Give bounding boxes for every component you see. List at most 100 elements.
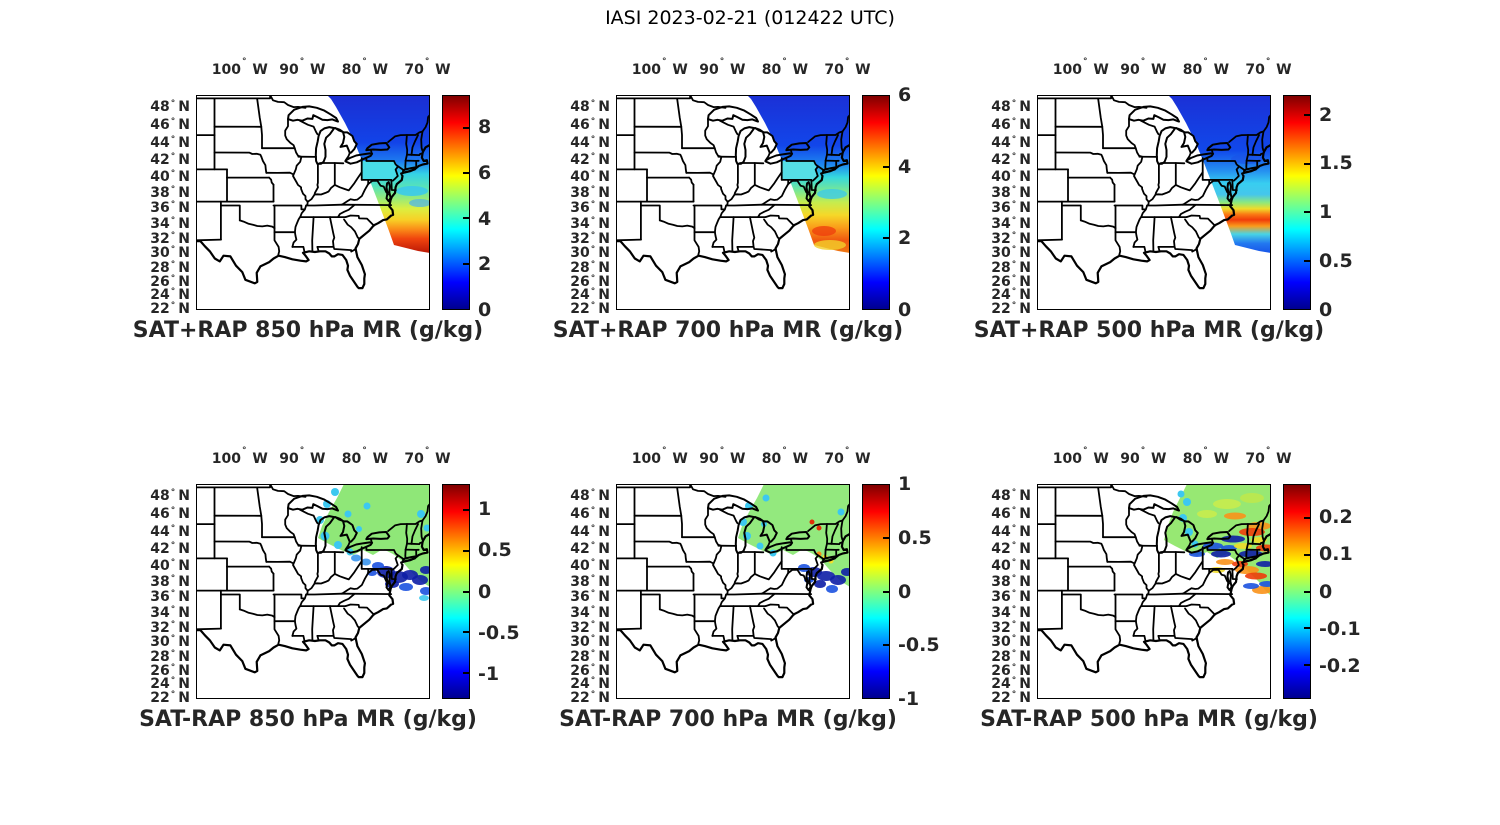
colorbar-tick-label: 8	[478, 116, 492, 139]
map-frame	[1037, 484, 1271, 699]
colorbar-tick	[1304, 663, 1310, 666]
lat-tick-label: 32 ° N	[570, 619, 610, 636]
lon-tick-label: 70° W	[824, 446, 871, 467]
colorbar-tick-label: 0.1	[1319, 543, 1353, 566]
lat-tick-label: 26 ° N	[991, 662, 1031, 679]
colorbar-tick-label: 4	[898, 155, 912, 178]
colorbar-tick	[883, 590, 889, 593]
panel-title: SAT-RAP 500 hPa MR (g/kg)	[980, 707, 1318, 732]
lon-tick-label: 80° W	[761, 446, 809, 467]
lat-tick-label: 26 ° N	[570, 662, 610, 679]
colorbar-tick	[1304, 553, 1310, 556]
map-plot	[616, 484, 850, 699]
lat-tick-label: 26 ° N	[150, 273, 190, 290]
lat-tick-label: 26 ° N	[991, 273, 1031, 290]
lat-tick-label: 38 ° N	[570, 184, 610, 201]
lat-tick-label: 34 ° N	[991, 215, 1031, 232]
colorbar-tick-label: 0	[478, 580, 492, 603]
satellite-swath	[747, 95, 850, 253]
figure-title: IASI 2023-02-21 (012422 UTC)	[605, 7, 895, 29]
lat-tick-label: 36 ° N	[570, 589, 610, 606]
colorbar-tick-label: -0.5	[898, 634, 940, 657]
lat-tick-label: 42 ° N	[570, 540, 610, 557]
lat-tick-label: 46 ° N	[570, 117, 610, 134]
lat-tick-label: 30 ° N	[570, 245, 610, 262]
colorbar-tick	[1304, 517, 1310, 520]
colorbar-tick	[463, 590, 469, 593]
lat-tick-label: 38 ° N	[991, 573, 1031, 590]
lat-tick-label: 22 ° N	[570, 301, 610, 317]
lat-tick-label: 22 ° N	[991, 301, 1031, 317]
lat-tick-label: 30 ° N	[991, 634, 1031, 651]
lat-tick-label: 48 ° N	[150, 487, 190, 504]
map-frame	[1037, 95, 1271, 310]
lat-tick-label: 34 ° N	[570, 215, 610, 232]
colorbar-tick-label: -1	[478, 663, 500, 686]
colorbar-tick	[463, 508, 469, 511]
lat-tick-label: 40 ° N	[570, 168, 610, 185]
lat-tick-label: 42 ° N	[570, 151, 610, 168]
lat-tick-label: 30 ° N	[150, 634, 190, 651]
colorbar-tick	[883, 537, 889, 540]
lat-tick-label: 30 ° N	[150, 245, 190, 262]
colorbar-tick-label: 6	[898, 84, 912, 106]
colorbar-tick-label: 0.5	[898, 526, 932, 549]
lat-tick-label: 28 ° N	[991, 648, 1031, 665]
satellite-swath	[1168, 95, 1271, 253]
lat-tick-label: 40 ° N	[991, 168, 1031, 185]
lat-tick-label: 22 ° N	[570, 690, 610, 706]
lon-tick-label: 100° W	[211, 57, 268, 78]
panel-title: SAT+RAP 700 hPa MR (g/kg)	[552, 318, 904, 343]
lat-tick-label: 48 ° N	[991, 98, 1031, 115]
lat-tick-label: 36 ° N	[991, 589, 1031, 606]
lat-tick-label: 44 ° N	[570, 523, 610, 540]
map-frame	[616, 95, 850, 310]
lat-tick-label: 26 ° N	[150, 662, 190, 679]
colorbar-tick	[883, 237, 889, 239]
lat-tick-label: 32 ° N	[991, 230, 1031, 247]
lon-tick-label: 70° W	[1245, 446, 1292, 467]
colorbar-tick-label: -0.2	[1319, 654, 1361, 677]
colorbar-tick-label: 0	[898, 580, 912, 603]
colorbar-tick-label: 0.5	[478, 539, 512, 562]
lat-tick-label: 32 ° N	[150, 230, 190, 247]
lat-tick-label: 48 ° N	[570, 487, 610, 504]
colorbar-tick-label: 0	[478, 299, 492, 321]
colorbar-tick-label: 0.5	[1319, 250, 1353, 273]
colorbar-tick	[463, 549, 469, 552]
colorbar-tick	[463, 217, 469, 220]
lat-tick-label: 44 ° N	[991, 523, 1031, 540]
colorbar-tick	[463, 172, 469, 175]
lat-tick-label: 28 ° N	[570, 648, 610, 665]
colorbar-tick-label: 1	[478, 497, 492, 520]
lat-tick-label: 22 ° N	[991, 690, 1031, 706]
lon-tick-label: 80° W	[1182, 446, 1230, 467]
colorbar-tick-label: 0.2	[1319, 506, 1353, 529]
lat-tick-label: 48 ° N	[991, 487, 1031, 504]
colorbar-tick-label: 0	[1319, 580, 1333, 603]
colorbar	[862, 95, 890, 310]
lon-tick-label: 90° W	[699, 446, 746, 467]
colorbar-tick	[463, 672, 469, 675]
colorbar-tick	[1304, 162, 1310, 165]
lon-tick-label: 90° W	[699, 57, 746, 78]
lon-tick-label: 90° W	[1120, 446, 1167, 467]
lat-tick-label: 42 ° N	[150, 540, 190, 557]
lat-tick-label: 24 ° N	[991, 676, 1031, 693]
lat-tick-label: 32 ° N	[570, 230, 610, 247]
lat-tick-label: 36 ° N	[150, 589, 190, 606]
lon-tick-label: 100° W	[1052, 57, 1109, 78]
colorbar	[442, 484, 470, 699]
colorbar-tick-label: 0	[898, 299, 912, 321]
colorbar-tick-label: 1	[1319, 201, 1333, 224]
map-plot	[196, 95, 430, 310]
lon-tick-label: 80° W	[1182, 57, 1230, 78]
lat-tick-label: 44 ° N	[150, 134, 190, 151]
state-borders	[1037, 484, 1271, 679]
colorbar-tick	[883, 166, 889, 168]
lat-tick-label: 40 ° N	[150, 557, 190, 574]
state-borders	[196, 95, 430, 290]
lon-tick-label: 80° W	[341, 57, 389, 78]
lat-tick-label: 34 ° N	[150, 604, 190, 621]
